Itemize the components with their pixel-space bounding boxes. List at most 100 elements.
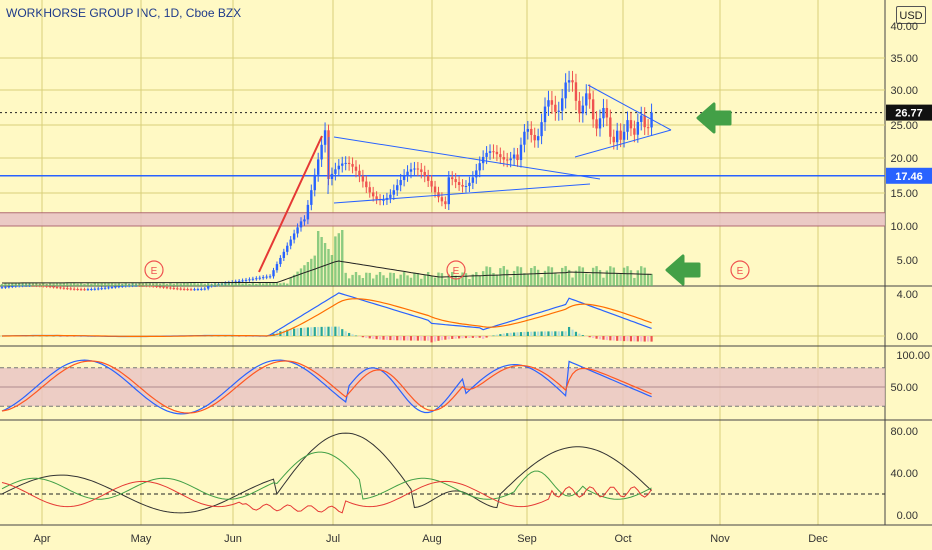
volume-bar [100,282,103,286]
volume-bar [207,282,210,286]
di-plus-line [1,451,652,500]
candle-body [561,98,564,111]
volume-bar [368,272,371,286]
candle-body [103,287,107,289]
volume-bar [17,282,21,286]
candle-body [365,181,368,188]
candle-body [0,287,4,289]
volume-bar [543,270,547,286]
volume-group [0,230,653,286]
volume-bar [52,283,55,286]
macd-histogram-bar [554,331,557,336]
volume-bar [244,282,248,286]
volume-bar [90,283,93,286]
candle-body [454,179,457,183]
volume-bar [344,272,347,286]
candle-body [512,154,516,159]
volume-bar [581,267,585,286]
candle-body [4,286,7,288]
macd-histogram-bar [66,336,69,337]
macd-histogram-bar [464,336,468,339]
candle-body [93,288,96,290]
volume-bar [454,275,457,286]
volume-bar [626,266,629,286]
macd-histogram-bar [540,331,543,336]
candle-body [234,281,237,283]
volume-bar [564,266,567,286]
macd-histogram-bar [447,336,450,340]
candle-body [402,175,406,181]
volume-bar [396,278,399,286]
candle-body [426,175,430,181]
stoch-d-line [1,360,652,414]
volume-bar [615,273,619,286]
macd-histogram-bar [330,326,334,336]
candle-body [598,118,602,129]
volume-bar [420,278,423,286]
macd-histogram-bar [378,336,382,340]
volume-bar [279,283,282,286]
volume-bar [433,277,437,286]
candle-body [519,144,523,161]
macd-histogram-bar [495,334,499,336]
macd-histogram-bar [523,331,526,336]
volume-bar [316,231,320,286]
volume-bar [24,283,28,286]
candle-body [358,170,361,176]
candle-body [615,130,619,143]
volume-bar [83,283,86,286]
volume-bar [488,267,492,286]
macd-histogram-bar [409,336,413,341]
x-tick-label: May [131,533,152,545]
macd-histogram-bar [289,329,292,336]
volume-bar [554,273,557,286]
volume-bar [574,270,578,286]
volume-bar [447,274,450,286]
macd-histogram-bar [485,336,488,338]
candle-body [45,285,48,287]
volume-bar [595,266,598,286]
candle-body [588,93,591,100]
macd-histogram-bar [557,331,560,336]
macd-histogram-bar [327,326,330,336]
macd-histogram-bar [561,331,564,336]
volume-bar [622,267,626,286]
candle-body [292,233,296,240]
macd-histogram-bar [296,328,299,336]
candle-body [176,288,179,290]
macd-histogram-bar [348,332,351,336]
volume-bar [69,283,72,286]
macd-histogram-bar [598,336,602,340]
volume-bar [478,275,481,286]
volume-bar [636,270,640,286]
trendline-upper [333,136,601,180]
volume-bar [7,283,11,286]
volume-bar [189,282,193,286]
volume-bar [268,283,272,286]
candle-body [248,279,251,281]
volume-bar [358,275,361,286]
macd-histogram-bar [313,327,316,336]
volume-bar [371,278,375,286]
volume-bar [35,282,38,286]
candle-body [121,285,124,287]
volume-bar [451,272,454,286]
macd-histogram-bar [241,336,244,337]
currency-button[interactable]: USD [896,6,926,24]
volume-bar [203,283,206,286]
candle-body [389,194,392,198]
volume-bar [313,255,316,286]
candle-body [488,151,492,153]
volume-bar [365,272,368,286]
volume-bar [227,282,231,286]
candle-body [241,280,244,282]
volume-bar [59,283,62,286]
volume-bar [540,277,543,286]
volume-bar [423,274,426,286]
macd-histogram-bar [52,335,55,337]
candle-body [299,221,303,228]
macd-histogram-bar [403,336,406,341]
volume-bar [21,282,24,286]
volume-bar [509,277,512,286]
